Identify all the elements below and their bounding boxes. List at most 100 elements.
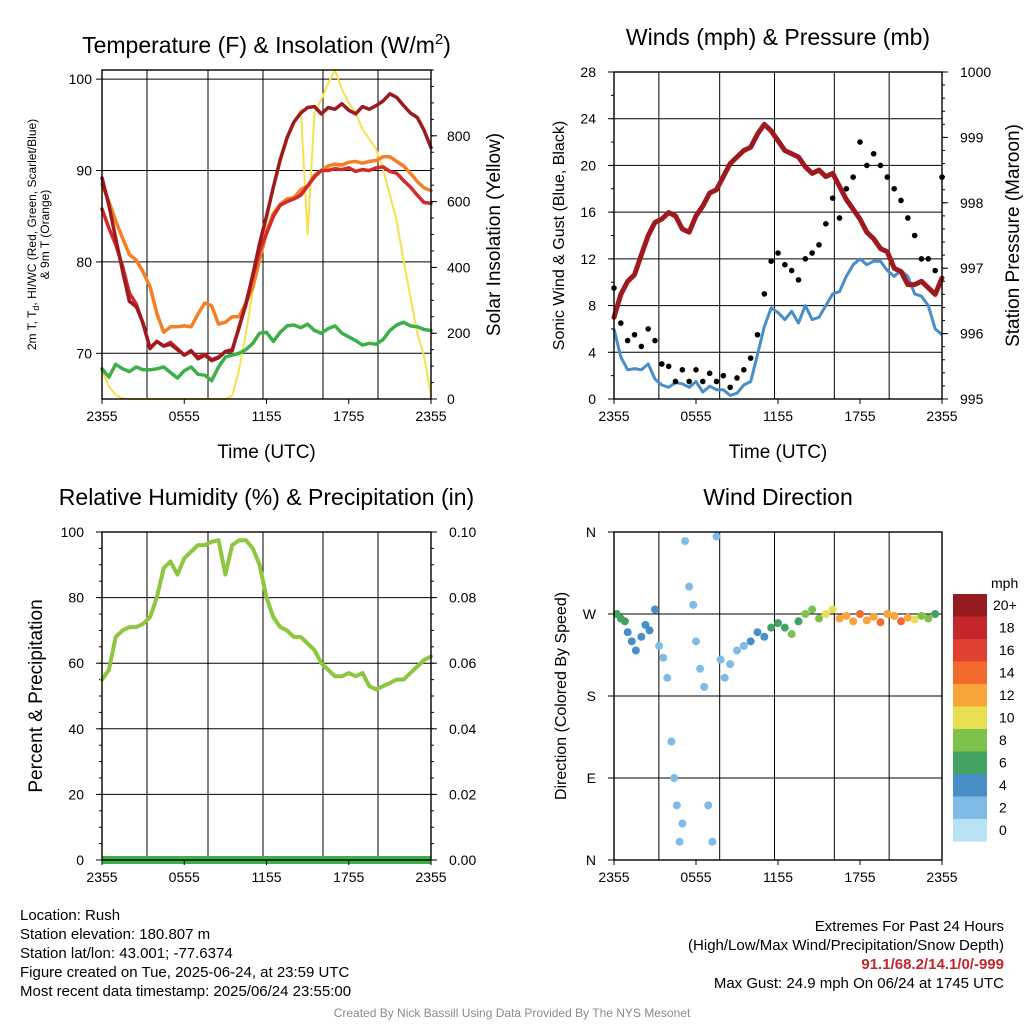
recent-data-timestamp: Most recent data timestamp: 2025/06/24 2…	[20, 983, 352, 1000]
dir-point	[681, 537, 690, 546]
wind-ytick-label: 16	[580, 204, 596, 220]
wind-gust-point	[850, 174, 856, 180]
dir-point	[685, 582, 694, 591]
rh-xtick-label: 2355	[86, 869, 117, 885]
wind-series-station-pressure	[611, 121, 945, 320]
temp-ytick-label: 70	[76, 345, 92, 361]
colorbar-swatch	[953, 729, 987, 752]
station-info: Location: Rush Station elevation: 180.80…	[20, 906, 351, 1001]
rh-y2tick-label: 0.00	[449, 852, 476, 868]
dir-point	[849, 617, 858, 626]
wind-xtick-label: 0555	[680, 408, 711, 424]
wind-gust-point	[645, 326, 651, 332]
dir-ytick-label: N	[586, 852, 596, 868]
temp-xtick-label: 1155	[251, 408, 281, 424]
wind-gust-point	[768, 258, 774, 264]
wind-gust-point	[754, 331, 761, 338]
colorbar-label: 2	[999, 800, 1007, 816]
rh-xtick-label: 0555	[169, 869, 200, 885]
wind-gust-point	[631, 331, 638, 338]
colorbar-swatch	[953, 594, 987, 617]
rh-panel: 0 20 40 60 80 100 0.00 0.02 0.04 0.06 0.08 0.10 2355…	[26, 484, 476, 885]
dir-point	[627, 637, 636, 646]
rh-y2tick-label: 0.04	[449, 721, 476, 737]
colorbar-label: 8	[999, 732, 1007, 748]
wind-gust-point	[898, 197, 904, 204]
wind-gust-point	[727, 384, 733, 391]
dir-point	[828, 605, 837, 614]
colorbar-swatch	[953, 751, 987, 774]
temp-ytick-label: 90	[76, 163, 92, 179]
dir-point	[760, 632, 769, 641]
temp-y2tick-label: 200	[447, 325, 471, 341]
temp-y2tick-label: 400	[447, 259, 471, 275]
temp-xtick-label: 2355	[86, 408, 117, 424]
dir-colorbar: mph 20+ 18 16 14 12 10 8 6 4 2 0	[953, 575, 1018, 842]
max-gust: Max Gust: 24.9 mph On 06/24 at 1745 UTC	[713, 975, 1004, 992]
rh-title: Relative Humidity (%) & Precipitation (i…	[59, 484, 474, 510]
temp-ylabel2: Solar Insolation (Yellow)	[484, 133, 505, 336]
wind-y2tick-label: 1000	[960, 64, 991, 80]
wind-gust-point	[618, 320, 624, 326]
wind-xtick-label: 1755	[844, 408, 875, 424]
colorbar-title: mph	[991, 575, 1018, 591]
colorbar-label: 10	[999, 710, 1015, 726]
temp-xtick-label: 0555	[169, 408, 200, 424]
dir-point	[631, 646, 640, 655]
rh-plot-border	[101, 531, 432, 861]
colorbar-swatch	[953, 684, 987, 707]
wind-gust-point	[816, 242, 822, 248]
wind-gust-point	[672, 378, 679, 385]
wind-gust-point	[713, 378, 720, 385]
dir-xtick-label: 2355	[926, 869, 957, 885]
dir-xtick-label: 0555	[680, 869, 711, 885]
dir-ytick-label: E	[587, 770, 596, 786]
dir-point	[678, 819, 687, 828]
wind-xtick-label: 2355	[598, 408, 629, 424]
colorbar-label: 12	[999, 687, 1015, 703]
rh-series-relative-humidity	[100, 538, 433, 692]
dir-point	[651, 605, 659, 614]
dir-point	[720, 673, 729, 682]
wind-xtick-label: 2355	[926, 408, 957, 424]
wind-gust-point	[638, 343, 645, 350]
dir-point	[917, 611, 926, 620]
rh-y2tick-label: 0.02	[449, 786, 476, 802]
colorbar-swatch	[953, 639, 987, 662]
wind-y2tick-label: 995	[960, 391, 984, 407]
dir-point	[726, 660, 735, 669]
wind-ytick-label: 8	[588, 298, 596, 314]
wind-ylabel: Sonic Wind & Gust (Blue, Black)	[551, 121, 568, 350]
dir-point	[645, 626, 654, 635]
wind-ytick-label: 20	[580, 157, 596, 173]
temp-xtick-label: 1755	[333, 408, 364, 424]
dir-point	[910, 615, 919, 624]
dir-point	[787, 630, 796, 639]
dir-ytick-label: S	[587, 688, 596, 704]
wind-gust-point	[782, 261, 788, 268]
dir-point	[774, 619, 782, 628]
wind-gust-point	[809, 250, 815, 256]
wind-gust-point	[741, 367, 747, 373]
rh-xtick-label: 1155	[251, 869, 281, 885]
dir-point	[883, 610, 892, 618]
dir-xtick-label: 1755	[844, 869, 875, 885]
dir-ylabel: Direction (Colored By Speed)	[553, 592, 570, 800]
dir-point	[815, 614, 823, 623]
dir-point	[692, 637, 700, 646]
temp-xtick-label: 2355	[415, 408, 446, 424]
wind-gust-point	[884, 174, 891, 180]
wind-ytick-label: 4	[588, 344, 596, 360]
station-location: Location: Rush	[20, 907, 121, 924]
temp-y2tick-label: 600	[447, 194, 471, 210]
dir-ytick-label: W	[583, 606, 597, 622]
colorbar-swatch	[953, 819, 987, 842]
colorbar-label: 18	[999, 620, 1015, 636]
dir-point	[696, 664, 705, 673]
dir-point	[924, 614, 933, 623]
wind-xtick-label: 1155	[763, 408, 793, 424]
temp-y2tick-label: 0	[447, 391, 455, 407]
wind-gust-point	[911, 232, 918, 239]
dir-point	[753, 628, 762, 637]
